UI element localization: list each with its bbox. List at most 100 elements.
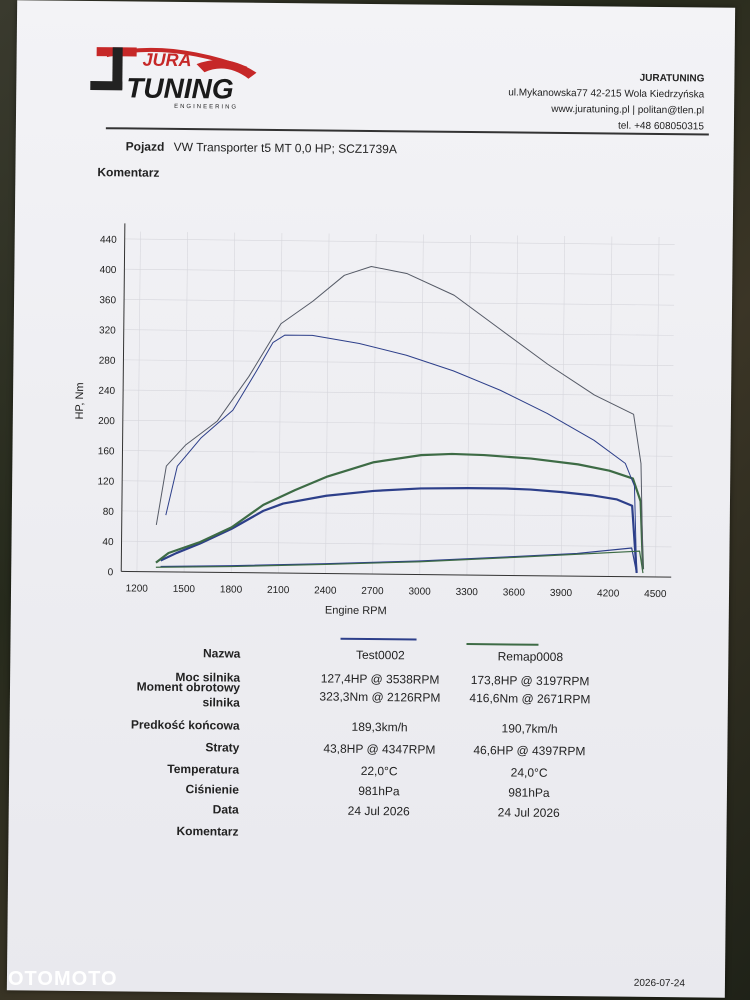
grid-line-x: [466, 235, 471, 576]
series-line-losses-test: [160, 547, 638, 574]
series-line-losses-remap: [155, 550, 644, 574]
grid-line-x: [513, 235, 518, 576]
series-line-power-test: [160, 487, 638, 574]
results-row-label: Nazwa: [202, 646, 241, 661]
grid-line-y: [124, 238, 675, 246]
results-row-label: Moment obrotowy silnika: [136, 679, 241, 710]
grid-line-x: [183, 232, 188, 573]
results-row-remap-value: [459, 827, 599, 828]
x-tick-label: 2400: [314, 585, 337, 596]
x-tick-label: 3000: [408, 586, 431, 597]
results-row-remap-value: 24,0°C: [510, 765, 548, 780]
results-row-label: Ciśnienie: [185, 782, 240, 797]
y-tick-label: 0: [108, 567, 114, 578]
y-tick-label: 120: [97, 476, 114, 487]
results-row-label: Straty: [205, 740, 240, 755]
results-row-remap-value: Remap0008: [497, 649, 564, 665]
grid-line-y: [123, 389, 674, 397]
footer-date: 2026-07-24: [633, 977, 685, 990]
x-tick-label: 3600: [503, 587, 526, 598]
y-tick-label: 440: [100, 235, 117, 246]
results-row-test-value: 43,8HP @ 4347RPM: [323, 741, 436, 757]
y-tick-label: 200: [98, 416, 115, 427]
series-line-torque-test: [165, 334, 638, 573]
y-axis-label: HP, Nm: [74, 382, 86, 419]
dyno-chart-svg: 0 40 80 120 160 200 240 280 320 360 400 440 1200 1500…: [74, 223, 675, 618]
company-info: JURATUNING ul.Mykanowska77 42-215 Wola K…: [508, 69, 705, 135]
legend-line-remap: [466, 643, 539, 646]
grid-line-x: [136, 231, 141, 572]
results-row: Straty 43,8HP @ 4347RPM 46,6HP @ 4397RPM: [69, 739, 669, 763]
y-tick-label: 360: [99, 295, 116, 306]
results-row-remap-value: 190,7km/h: [501, 721, 558, 736]
x-tick-label: 1800: [220, 584, 243, 595]
results-row-test-value: 22,0°C: [360, 763, 398, 779]
results-row-test-value: 189,3km/h: [351, 719, 408, 735]
results-row: Predkość końcowa 189,3km/h 190,7km/h: [70, 717, 670, 741]
grid-line-y: [121, 510, 672, 518]
dyno-chart: 0 40 80 120 160 200 240 280 320 360 400 440 1200 1500…: [51, 211, 715, 628]
x-tick-label: 1200: [126, 583, 149, 594]
juratuning-logo: JURA TUNING ENGINEERING: [90, 47, 257, 111]
y-tick-label: 400: [100, 265, 117, 276]
results-row-test-value: 323,3Nm @ 2126RPM: [319, 689, 441, 705]
results-row: Data 24 Jul 2026 24 Jul 2026: [69, 801, 669, 825]
y-tick-label: 280: [99, 356, 116, 367]
legend-line-test: [340, 637, 417, 641]
grid-line-x: [230, 232, 236, 573]
x-axis: [121, 570, 672, 578]
x-tick-label: 4500: [644, 589, 667, 600]
grid-line-y: [124, 299, 675, 306]
vehicle-line: Pojazd VW Transporter t5 MT 0,0 HP; SCZ1…: [126, 139, 397, 156]
results-row-remap-value: 981hPa: [508, 785, 550, 800]
grid-line-x: [608, 236, 613, 577]
grid-line-y: [123, 359, 674, 366]
results-row-test-value: Test0002: [355, 647, 405, 663]
y-tick-label: 240: [98, 386, 115, 397]
grid-line-y: [121, 540, 672, 548]
results-row-test-value: 127,4HP @ 3538RPM: [320, 671, 440, 687]
grid-line-y: [122, 450, 673, 457]
comment-heading: Komentarz: [97, 165, 160, 180]
dyno-report-sheet: JURA TUNING ENGINEERING JURATUNING ul.My…: [6, 0, 736, 998]
logo-main-text: TUNING: [126, 72, 234, 104]
vehicle-label: Pojazd: [125, 139, 165, 154]
results-row-label: Predkość końcowa: [130, 717, 240, 733]
grid-line-x: [655, 236, 660, 577]
results-row-test-value: [309, 825, 449, 826]
grid-line-x: [278, 233, 283, 574]
results-row-remap-value: 173,8HP @ 3197RPM: [470, 673, 590, 689]
grid-line-x: [560, 236, 566, 576]
results-row-remap-value: 46,6HP @ 4397RPM: [473, 743, 586, 759]
y-tick-label: 40: [102, 537, 114, 548]
grid-line-x: [372, 234, 377, 575]
y-tick-label: 320: [99, 325, 116, 336]
y-axis: [120, 223, 126, 572]
results-row-test-value: 24 Jul 2026: [347, 803, 410, 819]
grid-line-y: [123, 329, 674, 336]
results-row-remap-value: 416,6Nm @ 2671RPM: [469, 691, 591, 707]
x-tick-label: 4200: [597, 588, 620, 599]
results-row-label: Komentarz: [176, 823, 239, 839]
vehicle-value: VW Transporter t5 MT 0,0 HP; SCZ1739A: [173, 139, 397, 157]
x-tick-label: 1500: [173, 584, 196, 595]
results-row-label: Data: [212, 802, 239, 817]
grid-line-y: [122, 419, 673, 427]
results-row: Komentarz: [68, 823, 668, 847]
series-line-power-remap: [155, 452, 645, 570]
grid-line-x: [325, 233, 330, 574]
x-axis-label: Engine RPM: [325, 605, 387, 618]
y-tick-label: 80: [103, 507, 115, 518]
x-tick-label: 2700: [361, 586, 384, 597]
otomoto-watermark: OTOMOTO: [8, 968, 118, 990]
results-row-label: Temperatura: [167, 761, 240, 777]
company-address: ul.Mykanowska77 42-215 Wola Kiedrzyńska: [508, 87, 705, 101]
logo-sub-text: ENGINEERING: [174, 104, 238, 111]
series-line-torque-remap: [155, 265, 644, 570]
results-row: Nazwa Test0002 Remap0008: [70, 645, 670, 669]
grid-line-y: [122, 480, 673, 487]
y-tick-label: 160: [98, 446, 115, 457]
logo-top-text: JURA: [142, 50, 191, 71]
grid-line-x: [419, 234, 424, 575]
x-tick-label: 2100: [267, 585, 290, 596]
